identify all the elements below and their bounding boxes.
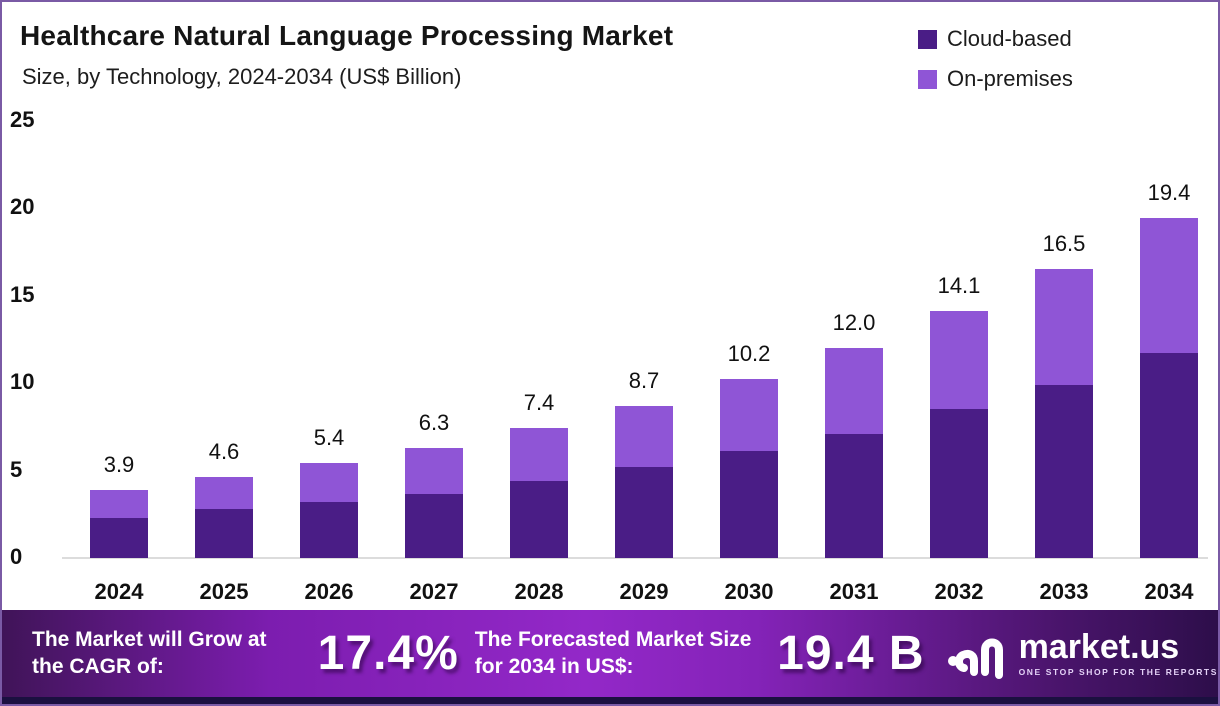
stacked-bar-2034 xyxy=(1140,218,1198,558)
legend: Cloud-based On-premises xyxy=(918,26,1138,106)
stacked-bar-2033 xyxy=(1035,269,1093,558)
bottom-banner: The Market will Grow at the CAGR of: 17.… xyxy=(2,610,1218,704)
on-premises-segment xyxy=(90,490,148,518)
bar-total-label: 7.4 xyxy=(523,390,555,415)
on-premises-segment xyxy=(825,348,883,434)
cloud-based-segment xyxy=(615,467,673,558)
plot-area: 0 5 10 15 20 25 3.9 2024 4.6 2025 5.4 2026 6.3 2027 7.… xyxy=(2,2,1218,614)
on-premises-segment xyxy=(1035,269,1093,385)
cloud-based-segment xyxy=(405,494,463,558)
y-axis-tick: 0 xyxy=(10,544,23,569)
logo-name: market.us xyxy=(1018,628,1180,666)
bar-total-label: 4.6 xyxy=(208,439,240,464)
bar-total-label: 8.7 xyxy=(628,368,660,393)
x-axis-label-2025: 2025 xyxy=(199,579,249,604)
legend-label: On-premises xyxy=(947,66,1073,91)
bar-total-label: 6.3 xyxy=(418,410,450,435)
cloud-based-segment xyxy=(1035,385,1093,558)
forecast-value: 19.4 B xyxy=(777,627,925,680)
on-premises-segment xyxy=(300,463,358,502)
y-axis-tick: 15 xyxy=(10,281,35,307)
stacked-bar-2030 xyxy=(720,379,778,558)
bar-total-label: 14.1 xyxy=(937,273,981,298)
x-axis-label-2032: 2032 xyxy=(934,579,984,604)
x-axis-label-2024: 2024 xyxy=(94,579,144,604)
x-axis-label-2028: 2028 xyxy=(514,579,564,604)
y-axis-tick: 10 xyxy=(10,369,35,394)
cloud-based-segment xyxy=(510,481,568,558)
legend-item-on-premises: On-premises xyxy=(918,66,1138,92)
x-axis-baseline xyxy=(62,557,1208,559)
on-premises-segment xyxy=(930,311,988,409)
stacked-bar-2026 xyxy=(300,463,358,558)
stacked-bar-2028 xyxy=(510,428,568,558)
stacked-bar-2032 xyxy=(930,311,988,558)
cagr-value: 17.4% xyxy=(317,627,459,680)
on-premises-segment xyxy=(1140,218,1198,353)
bar-total-label: 3.9 xyxy=(103,452,135,477)
cloud-based-segment xyxy=(930,409,988,558)
bar-total-label: 5.4 xyxy=(313,425,345,450)
cloud-based-segment xyxy=(90,518,148,558)
on-premises-segment xyxy=(720,379,778,451)
x-axis-label-2029: 2029 xyxy=(619,579,669,604)
cagr-label: The Market will Grow at the CAGR of: xyxy=(32,628,267,678)
x-axis-label-2033: 2033 xyxy=(1039,579,1089,604)
bar-total-label: 12.0 xyxy=(832,310,876,335)
on-premises-segment xyxy=(510,428,568,481)
cloud-based-segment xyxy=(720,451,778,558)
marketus-swirl-icon xyxy=(947,638,1003,679)
x-axis-label-2026: 2026 xyxy=(304,579,354,604)
on-premises-segment xyxy=(615,406,673,467)
on-premises-segment xyxy=(405,448,463,494)
stacked-bar-2031 xyxy=(825,348,883,558)
y-axis-tick: 20 xyxy=(10,194,35,219)
bar-total-label: 19.4 xyxy=(1147,180,1191,205)
marketus-logo: market.us ONE STOP SHOP FOR THE REPORTS xyxy=(947,628,1218,680)
y-axis-tick: 25 xyxy=(10,106,35,132)
stacked-bar-2024 xyxy=(90,490,148,558)
logo-text: market.us ONE STOP SHOP FOR THE REPORTS xyxy=(1019,630,1218,677)
legend-item-cloud-based: Cloud-based xyxy=(918,26,1138,52)
x-axis-label-2031: 2031 xyxy=(829,579,879,604)
cloud-based-swatch-icon xyxy=(918,29,937,49)
bar-total-label: 16.5 xyxy=(1042,231,1086,256)
x-axis-label-2027: 2027 xyxy=(409,579,459,604)
y-axis-tick: 5 xyxy=(10,456,23,482)
x-axis-label-2030: 2030 xyxy=(724,579,774,604)
forecast-label: The Forecasted Market Size for 2034 in U… xyxy=(474,628,752,678)
x-axis-label-2034: 2034 xyxy=(1144,579,1194,604)
legend-label: Cloud-based xyxy=(947,26,1072,51)
cloud-based-segment xyxy=(1140,353,1198,558)
bar-total-label: 10.2 xyxy=(727,341,771,366)
stacked-bar-2025 xyxy=(195,477,253,558)
cloud-based-segment xyxy=(195,509,253,558)
stacked-bar-2029 xyxy=(615,406,673,558)
page-subtitle: Size, by Technology, 2024-2034 (US$ Bill… xyxy=(22,64,462,89)
page-title: Healthcare Natural Language Processing M… xyxy=(20,20,674,51)
stacked-bar-2027 xyxy=(405,448,463,558)
on-premises-segment xyxy=(195,477,253,509)
cloud-based-segment xyxy=(300,502,358,558)
logo-tagline: ONE STOP SHOP FOR THE REPORTS xyxy=(1018,667,1218,677)
on-premises-swatch-icon xyxy=(918,69,937,89)
cloud-based-segment xyxy=(825,434,883,558)
